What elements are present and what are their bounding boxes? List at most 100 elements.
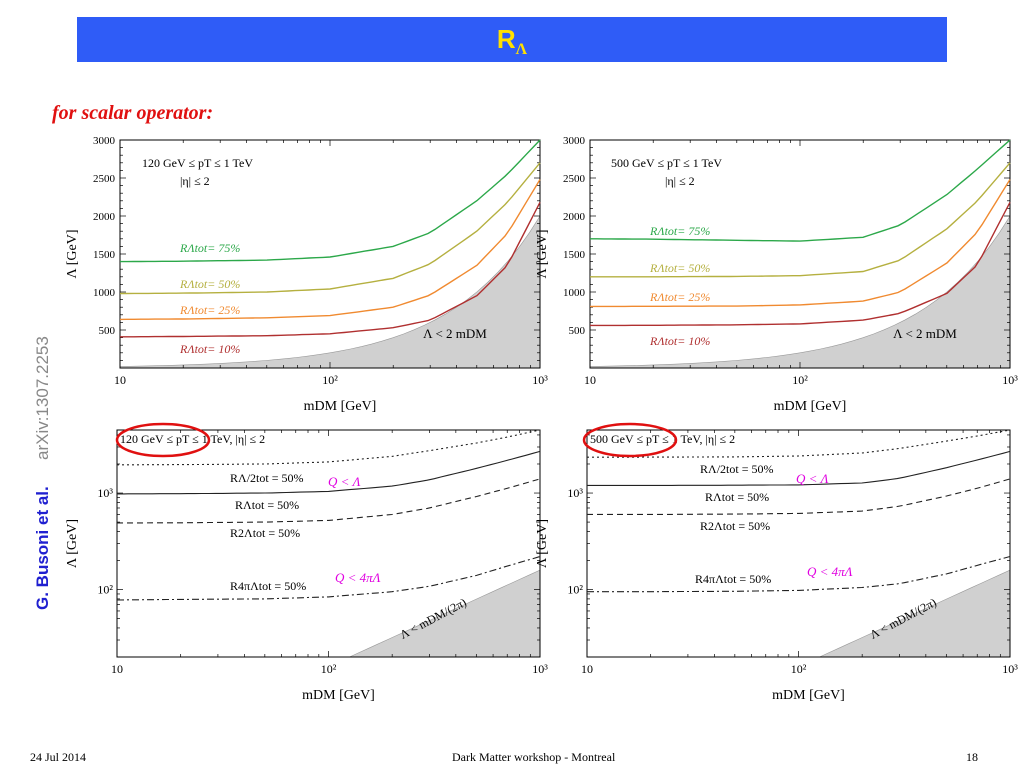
- y-tick-label: 2500: [563, 173, 586, 185]
- chart-bottom-left: 10 10² 10³ mDM [GeV] Λ [GeV] 10² 10³ RΛ/2tot = …: [65, 422, 548, 703]
- series-line: [590, 139, 1011, 242]
- y-tick-label: 2000: [563, 211, 586, 223]
- series-line: [120, 201, 541, 338]
- series-label: R4πΛtot = 50%: [230, 579, 306, 593]
- series-line: [116, 555, 541, 601]
- y-tick-label: 10²: [97, 583, 113, 597]
- y-tick-label: 3000: [563, 135, 586, 147]
- x-tick-label: 10²: [321, 662, 337, 676]
- x-tick-label: 10: [111, 662, 123, 676]
- series-label: RΛtot= 75%: [649, 224, 710, 238]
- subheading: for scalar operator:: [52, 102, 214, 124]
- series-label: RΛ/2tot = 50%: [230, 471, 303, 485]
- excluded-region: [349, 569, 541, 658]
- x-tick-label: 10: [584, 373, 596, 387]
- series-label: RΛtot= 50%: [649, 261, 710, 275]
- y-tick-label: 1500: [93, 249, 116, 261]
- y-tick-label: 500: [569, 325, 586, 337]
- cut-label: 120 GeV ≤ pT ≤ 1 TeV, |η| ≤ 2: [120, 432, 265, 446]
- series-line: [117, 429, 541, 466]
- series-line: [587, 429, 1011, 458]
- y-tick-label: 1000: [93, 287, 116, 299]
- series-label: RΛ/2tot = 50%: [700, 462, 773, 476]
- series-label: RΛtot = 50%: [235, 498, 299, 512]
- series-line: [587, 478, 1011, 515]
- annotation-label: Q < 4πΛ: [807, 564, 853, 579]
- chart-bottom-right: 10 10² 10³ mDM [GeV] Λ [GeV] 10² 10³ RΛ/2tot = …: [535, 422, 1018, 703]
- chart-top-left: 10 10² 10³ mDM [GeV] Λ [GeV] 500 1000 1500 2000 2…: [65, 135, 548, 414]
- excluded-region: [589, 214, 1011, 369]
- x-axis-label: mDM [GeV]: [774, 399, 847, 414]
- x-tick-label: 10³: [1002, 662, 1018, 676]
- chart-top-right: 10 10² 10³ mDM [GeV] Λ [GeV] 500 1000 1500 2000 2…: [535, 135, 1018, 414]
- x-tick-label: 10: [581, 662, 593, 676]
- cut-label: 120 GeV ≤ pT ≤ 1 TeV: [142, 156, 253, 170]
- series-line: [117, 478, 541, 524]
- series-label: RΛtot = 50%: [705, 490, 769, 504]
- excluded-label: Λ < 2 mDM: [893, 326, 957, 341]
- x-tick-label: 10²: [791, 662, 807, 676]
- excluded-region: [819, 569, 1011, 658]
- title-bar: RΛ: [77, 17, 947, 62]
- x-tick-label: 10: [114, 373, 126, 387]
- x-axis-label: mDM [GeV]: [772, 688, 845, 703]
- title-subscript: Λ: [515, 41, 528, 59]
- y-axis-label: Λ [GeV]: [65, 229, 80, 278]
- y-tick-label: 2500: [93, 173, 116, 185]
- footer-date: 24 Jul 2014: [30, 750, 87, 764]
- slide-title: RΛ: [77, 24, 947, 59]
- excluded-region: [119, 214, 541, 369]
- series-line: [587, 450, 1011, 486]
- series-label: RΛtot= 25%: [179, 303, 240, 317]
- series-line: [587, 555, 1011, 593]
- x-tick-label: 10²: [792, 373, 808, 387]
- excluded-label: Λ < 2 mDM: [423, 326, 487, 341]
- footer-center: Dark Matter workshop - Montreal: [452, 750, 616, 764]
- y-axis-label: Λ [GeV]: [65, 519, 80, 568]
- cut-label: 500 GeV ≤ pT ≤ 1 TeV, |η| ≤ 2: [590, 432, 735, 446]
- series-line: [590, 201, 1011, 327]
- annotation-label: Q < 4πΛ: [335, 570, 381, 585]
- annotation-label: Q < Λ: [328, 474, 361, 489]
- y-tick-label: 10³: [567, 486, 583, 500]
- series-label: RΛtot= 25%: [649, 290, 710, 304]
- side-arxiv: arXiv:1307.2253: [33, 336, 52, 460]
- cut-label: |η| ≤ 2: [180, 174, 210, 188]
- series-label: RΛtot= 10%: [179, 342, 240, 356]
- y-tick-label: 1000: [563, 287, 586, 299]
- x-axis-label: mDM [GeV]: [304, 399, 377, 414]
- cut-label: |η| ≤ 2: [665, 174, 695, 188]
- series-label: R4πΛtot = 50%: [695, 572, 771, 586]
- y-tick-label: 1500: [563, 249, 586, 261]
- series-label: RΛtot= 75%: [179, 241, 240, 255]
- footer-page: 18: [966, 750, 978, 764]
- x-tick-label: 10³: [1002, 373, 1018, 387]
- side-author: G. Busoni et al.: [33, 486, 52, 610]
- series-label: RΛtot= 10%: [649, 334, 710, 348]
- y-tick-label: 3000: [93, 135, 116, 147]
- series-line: [120, 139, 541, 263]
- x-tick-label: 10²: [322, 373, 338, 387]
- series-line: [119, 179, 541, 321]
- annotation-label: Q < Λ: [796, 471, 829, 486]
- x-tick-label: 10³: [532, 662, 548, 676]
- title-main: R: [496, 24, 516, 54]
- series-label: R2Λtot = 50%: [700, 519, 770, 533]
- series-line: [120, 162, 541, 295]
- y-axis-label: Λ [GeV]: [535, 229, 550, 278]
- series-label: R2Λtot = 50%: [230, 526, 300, 540]
- y-tick-label: 10²: [567, 583, 583, 597]
- y-tick-label: 10³: [97, 486, 113, 500]
- y-tick-label: 2000: [93, 211, 116, 223]
- y-axis-label: Λ [GeV]: [535, 519, 550, 568]
- x-axis-label: mDM [GeV]: [302, 688, 375, 703]
- series-label: RΛtot= 50%: [179, 277, 240, 291]
- cut-label: 500 GeV ≤ pT ≤ 1 TeV: [611, 156, 722, 170]
- series-line: [590, 162, 1011, 278]
- series-line: [117, 450, 541, 495]
- series-line: [590, 179, 1011, 308]
- highlight-circle: [115, 422, 211, 458]
- highlight-circle: [582, 422, 678, 458]
- y-tick-label: 500: [99, 325, 116, 337]
- x-tick-label: 10³: [532, 373, 548, 387]
